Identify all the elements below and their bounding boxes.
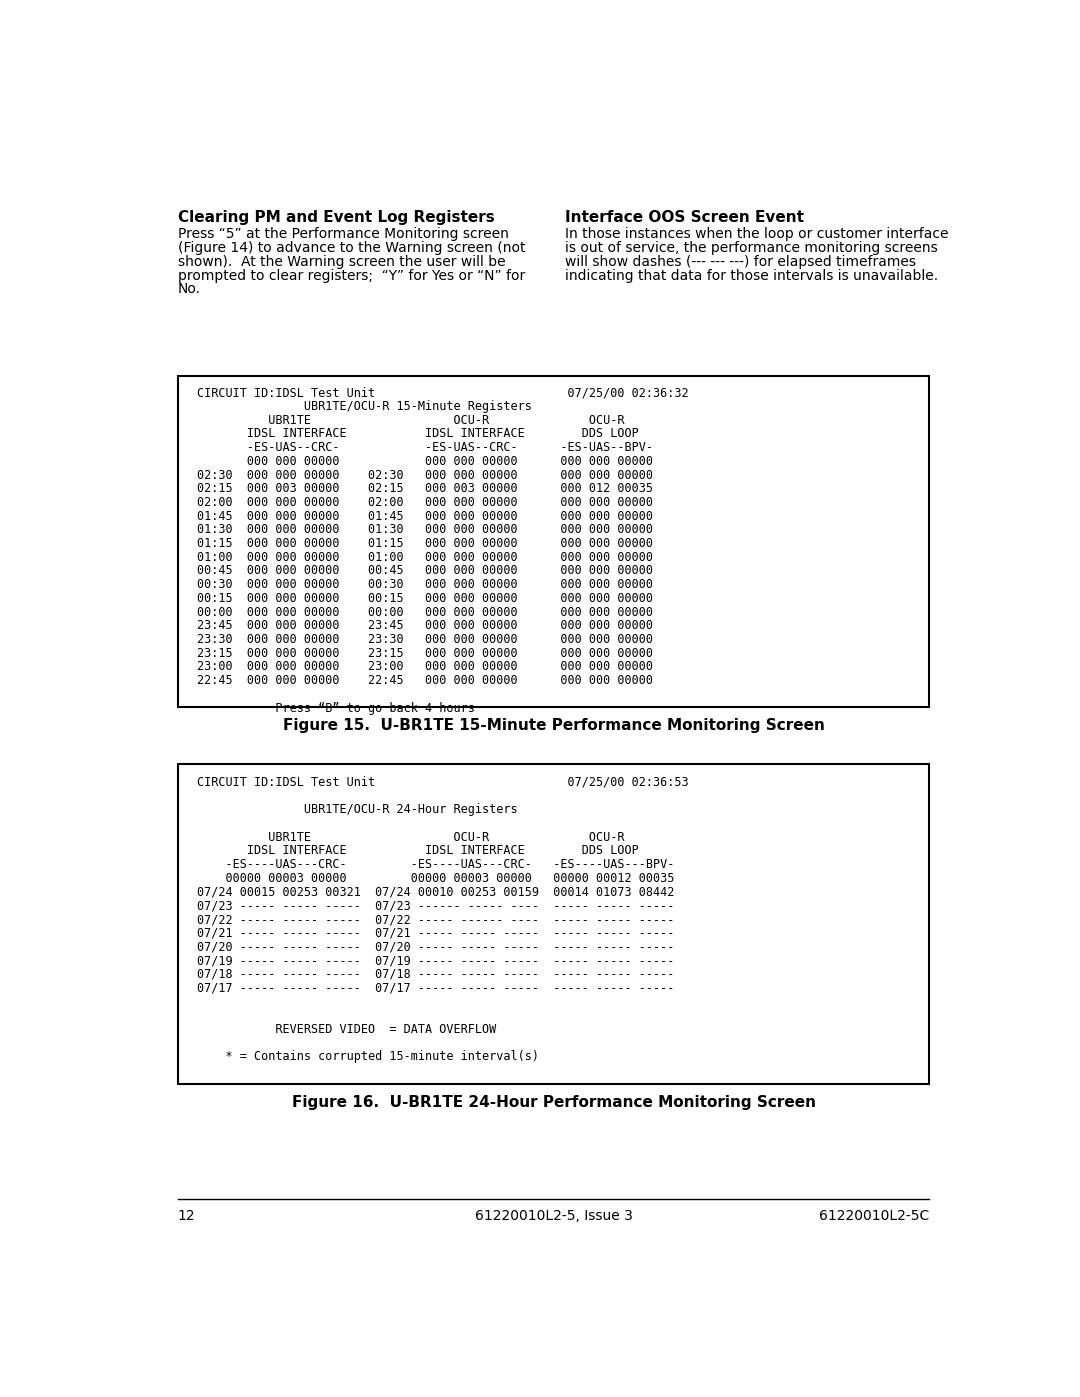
Text: 07/22 ----- ----- -----  07/22 ----- ------ ----  ----- ----- -----: 07/22 ----- ----- ----- 07/22 ----- ----… <box>197 914 674 926</box>
Text: In those instances when the loop or customer interface: In those instances when the loop or cust… <box>565 226 948 240</box>
Text: 00:45  000 000 00000    00:45   000 000 00000      000 000 00000: 00:45 000 000 00000 00:45 000 000 00000 … <box>197 564 653 577</box>
Text: is out of service, the performance monitoring screens: is out of service, the performance monit… <box>565 240 937 254</box>
Text: Interface OOS Screen Event: Interface OOS Screen Event <box>565 210 805 225</box>
Text: 02:30  000 000 00000    02:30   000 000 00000      000 000 00000: 02:30 000 000 00000 02:30 000 000 00000 … <box>197 468 653 482</box>
Text: 01:00  000 000 00000    01:00   000 000 00000      000 000 00000: 01:00 000 000 00000 01:00 000 000 00000 … <box>197 550 653 564</box>
Text: 23:30  000 000 00000    23:30   000 000 00000      000 000 00000: 23:30 000 000 00000 23:30 000 000 00000 … <box>197 633 653 645</box>
Text: IDSL INTERFACE           IDSL INTERFACE        DDS LOOP: IDSL INTERFACE IDSL INTERFACE DDS LOOP <box>197 427 638 440</box>
Text: (Figure 14) to advance to the Warning screen (not: (Figure 14) to advance to the Warning sc… <box>177 240 525 254</box>
Text: 61220010L2-5, Issue 3: 61220010L2-5, Issue 3 <box>474 1208 633 1222</box>
Text: UBR1TE/OCU-R 15-Minute Registers: UBR1TE/OCU-R 15-Minute Registers <box>197 400 531 414</box>
Text: 23:15  000 000 00000    23:15   000 000 00000      000 000 00000: 23:15 000 000 00000 23:15 000 000 00000 … <box>197 647 653 659</box>
Text: IDSL INTERFACE           IDSL INTERFACE        DDS LOOP: IDSL INTERFACE IDSL INTERFACE DDS LOOP <box>197 844 638 858</box>
Text: will show dashes (--- --- ---) for elapsed timeframes: will show dashes (--- --- ---) for elaps… <box>565 254 916 268</box>
Text: Press “B” to go back 4 hours: Press “B” to go back 4 hours <box>197 701 475 714</box>
Text: 07/17 ----- ----- -----  07/17 ----- ----- -----  ----- ----- -----: 07/17 ----- ----- ----- 07/17 ----- ----… <box>197 982 674 995</box>
Text: CIRCUIT ID:IDSL Test Unit                           07/25/00 02:36:32: CIRCUIT ID:IDSL Test Unit 07/25/00 02:36… <box>197 387 689 400</box>
Text: -ES-UAS--CRC-            -ES-UAS--CRC-      -ES-UAS--BPV-: -ES-UAS--CRC- -ES-UAS--CRC- -ES-UAS--BPV… <box>197 441 653 454</box>
Text: 07/21 ----- ----- -----  07/21 ----- ----- -----  ----- ----- -----: 07/21 ----- ----- ----- 07/21 ----- ----… <box>197 926 674 940</box>
Text: 07/24 00015 00253 00321  07/24 00010 00253 00159  00014 01073 08442: 07/24 00015 00253 00321 07/24 00010 0025… <box>197 886 674 898</box>
Text: shown).  At the Warning screen the user will be: shown). At the Warning screen the user w… <box>177 254 505 268</box>
Bar <box>177 376 930 707</box>
Text: 22:45  000 000 00000    22:45   000 000 00000      000 000 00000: 22:45 000 000 00000 22:45 000 000 00000 … <box>197 675 653 687</box>
Text: Clearing PM and Event Log Registers: Clearing PM and Event Log Registers <box>177 210 495 225</box>
Text: prompted to clear registers;  “Y” for Yes or “N” for: prompted to clear registers; “Y” for Yes… <box>177 268 525 282</box>
Text: 02:15  000 003 00000    02:15   000 003 00000      000 012 00035: 02:15 000 003 00000 02:15 000 003 00000 … <box>197 482 653 496</box>
Text: Press “5” at the Performance Monitoring screen: Press “5” at the Performance Monitoring … <box>177 226 509 240</box>
Text: * = Contains corrupted 15-minute interval(s): * = Contains corrupted 15-minute interva… <box>197 1051 539 1063</box>
Text: UBR1TE                    OCU-R              OCU-R: UBR1TE OCU-R OCU-R <box>197 414 624 426</box>
Text: 23:45  000 000 00000    23:45   000 000 00000      000 000 00000: 23:45 000 000 00000 23:45 000 000 00000 … <box>197 619 653 633</box>
Text: 00:15  000 000 00000    00:15   000 000 00000      000 000 00000: 00:15 000 000 00000 00:15 000 000 00000 … <box>197 592 653 605</box>
Text: 07/20 ----- ----- -----  07/20 ----- ----- -----  ----- ----- -----: 07/20 ----- ----- ----- 07/20 ----- ----… <box>197 940 674 953</box>
Bar <box>177 764 930 1084</box>
Text: REVERSED VIDEO  = DATA OVERFLOW: REVERSED VIDEO = DATA OVERFLOW <box>197 1023 496 1035</box>
Text: 00:30  000 000 00000    00:30   000 000 00000      000 000 00000: 00:30 000 000 00000 00:30 000 000 00000 … <box>197 578 653 591</box>
Text: indicating that data for those intervals is unavailable.: indicating that data for those intervals… <box>565 268 939 282</box>
Text: Figure 15.  U-BR1TE 15-Minute Performance Monitoring Screen: Figure 15. U-BR1TE 15-Minute Performance… <box>283 718 824 733</box>
Text: 07/19 ----- ----- -----  07/19 ----- ----- -----  ----- ----- -----: 07/19 ----- ----- ----- 07/19 ----- ----… <box>197 954 674 967</box>
Text: 23:00  000 000 00000    23:00   000 000 00000      000 000 00000: 23:00 000 000 00000 23:00 000 000 00000 … <box>197 661 653 673</box>
Text: 000 000 00000            000 000 00000      000 000 00000: 000 000 00000 000 000 00000 000 000 0000… <box>197 455 653 468</box>
Text: 12: 12 <box>177 1208 195 1222</box>
Text: 07/23 ----- ----- -----  07/23 ------ ----- ----  ----- ----- -----: 07/23 ----- ----- ----- 07/23 ------ ---… <box>197 900 674 912</box>
Text: 02:00  000 000 00000    02:00   000 000 00000      000 000 00000: 02:00 000 000 00000 02:00 000 000 00000 … <box>197 496 653 509</box>
Text: -ES----UAS---CRC-         -ES----UAS---CRC-   -ES----UAS---BPV-: -ES----UAS---CRC- -ES----UAS---CRC- -ES-… <box>197 858 674 872</box>
Text: UBR1TE/OCU-R 24-Hour Registers: UBR1TE/OCU-R 24-Hour Registers <box>197 803 517 816</box>
Text: 61220010L2-5C: 61220010L2-5C <box>819 1208 930 1222</box>
Text: 00000 00003 00000         00000 00003 00000   00000 00012 00035: 00000 00003 00000 00000 00003 00000 0000… <box>197 872 674 884</box>
Text: 07/18 ----- ----- -----  07/18 ----- ----- -----  ----- ----- -----: 07/18 ----- ----- ----- 07/18 ----- ----… <box>197 968 674 981</box>
Text: 01:45  000 000 00000    01:45   000 000 00000      000 000 00000: 01:45 000 000 00000 01:45 000 000 00000 … <box>197 510 653 522</box>
Text: 00:00  000 000 00000    00:00   000 000 00000      000 000 00000: 00:00 000 000 00000 00:00 000 000 00000 … <box>197 606 653 619</box>
Text: UBR1TE                    OCU-R              OCU-R: UBR1TE OCU-R OCU-R <box>197 831 624 844</box>
Text: CIRCUIT ID:IDSL Test Unit                           07/25/00 02:36:53: CIRCUIT ID:IDSL Test Unit 07/25/00 02:36… <box>197 775 689 789</box>
Text: Figure 16.  U-BR1TE 24-Hour Performance Monitoring Screen: Figure 16. U-BR1TE 24-Hour Performance M… <box>292 1095 815 1111</box>
Text: 01:30  000 000 00000    01:30   000 000 00000      000 000 00000: 01:30 000 000 00000 01:30 000 000 00000 … <box>197 524 653 536</box>
Text: 01:15  000 000 00000    01:15   000 000 00000      000 000 00000: 01:15 000 000 00000 01:15 000 000 00000 … <box>197 536 653 550</box>
Text: No.: No. <box>177 282 201 296</box>
